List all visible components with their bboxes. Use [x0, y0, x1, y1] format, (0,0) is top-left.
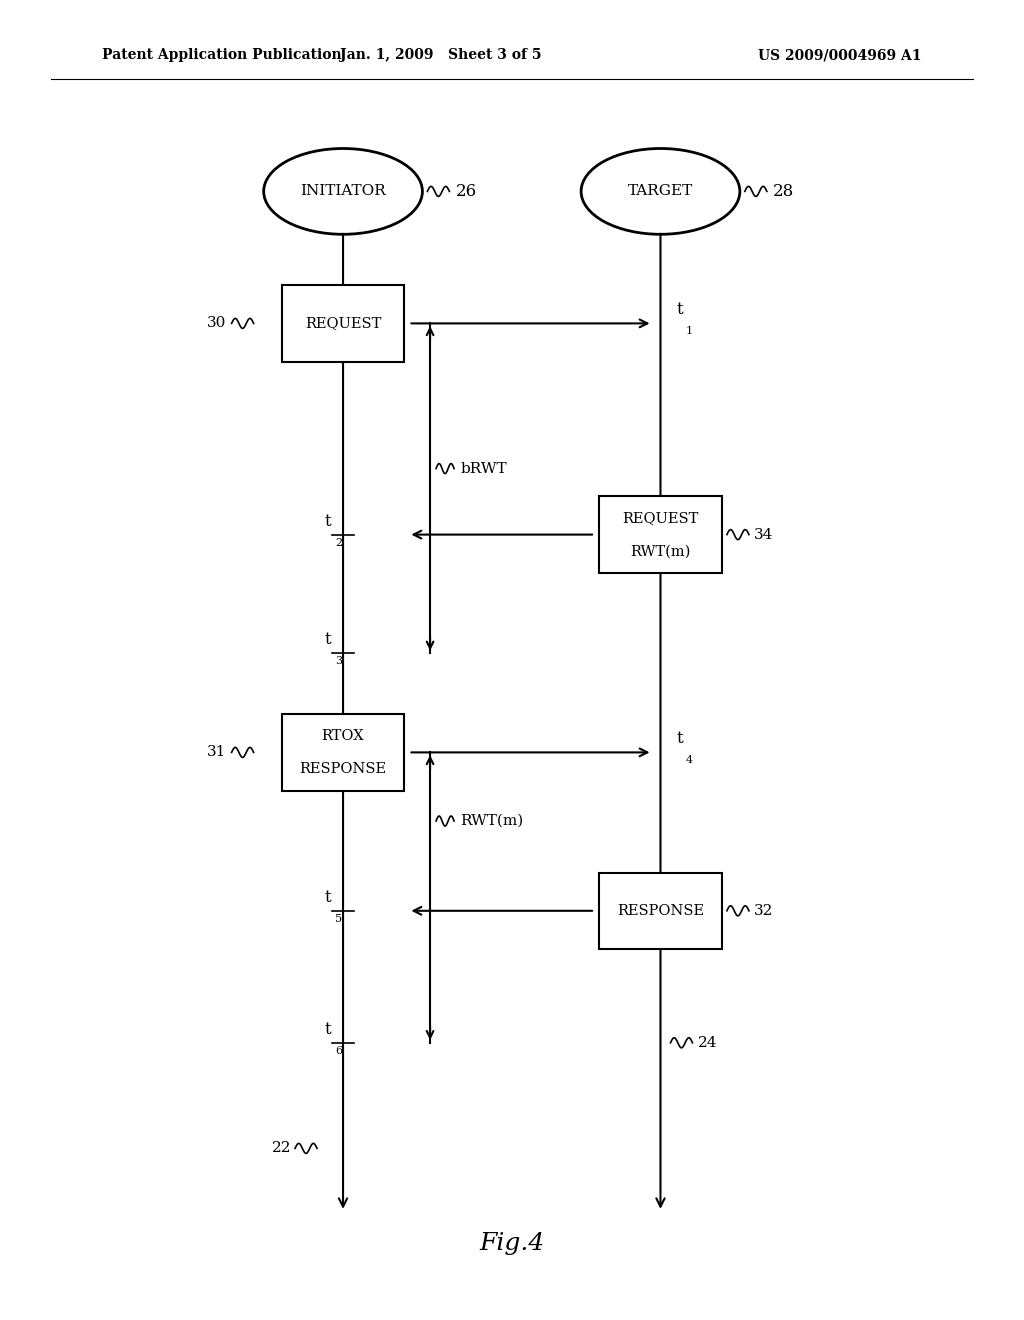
- Text: Patent Application Publication: Patent Application Publication: [102, 49, 342, 62]
- Text: RESPONSE: RESPONSE: [299, 762, 387, 776]
- Text: RTOX: RTOX: [322, 729, 365, 743]
- FancyBboxPatch shape: [599, 873, 722, 949]
- Text: US 2009/0004969 A1: US 2009/0004969 A1: [758, 49, 922, 62]
- Text: t: t: [677, 301, 683, 318]
- Text: TARGET: TARGET: [628, 185, 693, 198]
- Text: RESPONSE: RESPONSE: [616, 904, 705, 917]
- Text: t: t: [325, 888, 331, 906]
- FancyBboxPatch shape: [599, 496, 722, 573]
- Text: 32: 32: [754, 904, 773, 917]
- Text: t: t: [677, 730, 683, 747]
- Text: t: t: [325, 631, 331, 648]
- Text: 2: 2: [335, 537, 342, 548]
- Text: Jan. 1, 2009   Sheet 3 of 5: Jan. 1, 2009 Sheet 3 of 5: [340, 49, 541, 62]
- Text: 4: 4: [685, 755, 692, 766]
- Text: 28: 28: [773, 183, 794, 199]
- Text: INITIATOR: INITIATOR: [300, 185, 386, 198]
- Text: RWT(m): RWT(m): [631, 544, 690, 558]
- Text: REQUEST: REQUEST: [305, 317, 381, 330]
- Text: 24: 24: [697, 1036, 717, 1049]
- Text: 6: 6: [335, 1045, 342, 1056]
- Text: t: t: [325, 1020, 331, 1038]
- Text: RWT(m): RWT(m): [460, 814, 523, 828]
- Text: Fig.4: Fig.4: [479, 1232, 545, 1255]
- Text: 30: 30: [207, 317, 226, 330]
- Text: 22: 22: [271, 1142, 291, 1155]
- Text: bRWT: bRWT: [460, 462, 507, 475]
- Text: 31: 31: [207, 746, 226, 759]
- Text: 3: 3: [335, 656, 342, 667]
- FancyBboxPatch shape: [282, 285, 404, 362]
- Text: 1: 1: [685, 326, 692, 337]
- FancyBboxPatch shape: [282, 714, 404, 791]
- Text: t: t: [325, 512, 331, 529]
- Text: 26: 26: [456, 183, 476, 199]
- Text: 5: 5: [335, 913, 342, 924]
- Text: REQUEST: REQUEST: [623, 511, 698, 525]
- Text: 34: 34: [754, 528, 773, 541]
